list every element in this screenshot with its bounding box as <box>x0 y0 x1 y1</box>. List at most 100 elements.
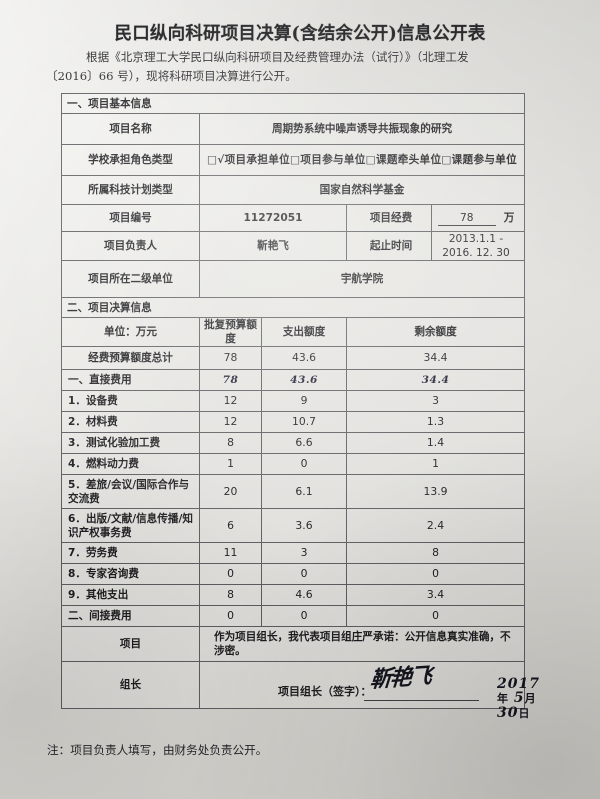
date-day-unit: 日 <box>518 707 530 720</box>
budget-label: 1．设备费 <box>61 390 200 412</box>
commitment-text: 作为项目组长，我代表项目组庄严承诺：公开信息真实准确，不涉密。 <box>199 626 525 662</box>
budget-col-approved: 批复预算额度 <box>199 317 262 347</box>
budget-approved: 78 <box>199 346 262 370</box>
row-project-number: 项目编号 11272051 项目经费 78 万 <box>61 204 525 232</box>
budget-remaining: 3.4 <box>346 584 525 606</box>
date-month: 5 <box>513 690 525 706</box>
period-label: 起止时间 <box>351 232 432 260</box>
section-basic-heading: 一、项目基本信息 <box>61 93 525 114</box>
funding-amount: 78 <box>437 211 496 226</box>
project-number-value: 11272051 <box>199 204 347 232</box>
budget-remaining: 1.3 <box>346 411 525 433</box>
budget-remaining: 34.4 <box>346 346 525 370</box>
budget-approved: 11 <box>199 542 262 564</box>
budget-spent: 10.7 <box>261 411 347 433</box>
role-type-label: 学校承担角色类型 <box>61 144 200 176</box>
budget-label: 5．差旅/会议/国际合作与交流费 <box>61 474 200 509</box>
budget-spent: 0 <box>261 605 347 627</box>
section-budget-heading: 二、项目决算信息 <box>61 297 525 318</box>
budget-remaining: 34.4 <box>346 369 525 391</box>
budget-approved: 12 <box>199 411 262 433</box>
handwritten-signature: 靳艳飞 <box>369 662 431 694</box>
row-principal-investigator: 项目负责人 靳艳飞 起止时间 2013.1.1 - 2016. 12. 30 <box>61 231 525 261</box>
intro-line-1: 根据《北京理工大学民口纵向科研项目及经费管理办法（试行）》（北理工发 <box>86 50 469 64</box>
budget-label: 2．材料费 <box>61 411 200 433</box>
commitment-label-top: 项目 <box>61 626 200 662</box>
budget-row-testing: 3．测试化验加工费 8 6.6 1.4 <box>61 432 525 454</box>
budget-label: 4．燃料动力费 <box>61 453 200 475</box>
commitment-label-bottom: 组长 <box>61 661 200 709</box>
row-project-name: 项目名称 周期势系统中噪声诱导共振现象的研究 <box>61 113 525 145</box>
funding-unit: 万 <box>503 211 515 224</box>
budget-row-consulting: 8．专家咨询费 0 0 0 <box>61 563 525 585</box>
department-value: 宇航学院 <box>199 260 525 298</box>
budget-remaining: 1.4 <box>346 432 525 454</box>
row-role-type: 学校承担角色类型 □√项目承担单位□项目参与单位□课题牵头单位□课题参与单位 <box>61 144 525 176</box>
disclosure-table: 一、项目基本信息 项目名称 周期势系统中噪声诱导共振现象的研究 学校承担角色类型… <box>61 93 539 720</box>
budget-remaining: 0 <box>346 563 525 585</box>
period-value: 2013.1.1 - 2016. 12. 30 <box>442 233 510 259</box>
budget-approved: 0 <box>199 563 262 585</box>
department-label: 项目所在二级单位 <box>61 260 200 298</box>
project-name-value: 周期势系统中噪声诱导共振现象的研究 <box>199 113 525 145</box>
budget-spent: 43.6 <box>261 346 347 370</box>
signature-row: 组长 项目组长（签字）： 靳艳飞 2017年 5月 30日 <box>61 661 539 720</box>
intro-paragraph: 根据《北京理工大学民口纵向科研项目及经费管理办法（试行）》（北理工发 〔2016… <box>46 48 556 85</box>
date-month-unit: 月 <box>524 692 536 705</box>
budget-label: 二、间接费用 <box>61 605 200 627</box>
footer-note: 注：项目负责人填写，由财务处负责公开。 <box>47 743 268 757</box>
handwritten-date: 2017年 5月 30日 <box>497 677 540 721</box>
budget-spent: 4.6 <box>261 584 347 606</box>
budget-col-unit: 单位：万元 <box>61 317 200 347</box>
commitment-statement-row: 项目 作为项目组长，我代表项目组庄严承诺：公开信息真实准确，不涉密。 <box>61 626 525 662</box>
budget-spent: 0 <box>261 453 347 475</box>
funding-cell: 项目经费 78 万 <box>346 204 525 232</box>
budget-spent: 0 <box>261 563 347 585</box>
budget-approved: 12 <box>199 390 262 412</box>
signature-underline <box>364 700 479 701</box>
budget-remaining: 8 <box>346 542 525 564</box>
budget-approved: 1 <box>199 453 262 475</box>
budget-column-header-row: 单位：万元 批复预算额度 支出额度 剩余额度 <box>61 317 525 347</box>
budget-row-travel: 5．差旅/会议/国际合作与交流费 20 6.1 13.9 <box>61 474 525 509</box>
date-year: 2017 <box>497 676 540 692</box>
budget-spent: 6.6 <box>261 432 347 454</box>
program-type-label: 所属科技计划类型 <box>61 175 200 205</box>
budget-approved: 6 <box>199 508 262 543</box>
budget-spent: 43.6 <box>261 369 347 391</box>
budget-row-fuel: 4．燃料动力费 1 0 1 <box>61 453 525 475</box>
budget-col-spent: 支出额度 <box>261 317 347 347</box>
funding-label: 项目经费 <box>351 205 432 231</box>
signature-area[interactable]: 项目组长（签字）： 靳艳飞 2017年 5月 30日 <box>214 662 539 720</box>
budget-col-remaining: 剩余额度 <box>346 317 525 347</box>
budget-remaining: 0 <box>346 605 525 627</box>
row-program-type: 所属科技计划类型 国家自然科学基金 <box>61 175 525 205</box>
budget-approved: 0 <box>199 605 262 627</box>
budget-row-labor: 7．劳务费 11 3 8 <box>61 542 525 564</box>
budget-row-other: 9．其他支出 8 4.6 3.4 <box>61 584 525 606</box>
budget-row-equipment: 1．设备费 12 9 3 <box>61 390 525 412</box>
budget-remaining: 2.4 <box>346 508 525 543</box>
budget-label: 9．其他支出 <box>61 584 200 606</box>
budget-row-direct-cost: 一、直接费用 78 43.6 34.4 <box>61 369 525 391</box>
budget-remaining: 1 <box>346 453 525 475</box>
intro-line-2: 〔2016〕66 号），现将科研项目决算进行公开。 <box>46 68 297 83</box>
budget-row-materials: 2．材料费 12 10.7 1.3 <box>61 411 525 433</box>
page-title: 民口纵向科研项目决算(含结余公开)信息公开表 <box>114 24 486 44</box>
project-number-label: 项目编号 <box>61 204 200 232</box>
program-type-value: 国家自然科学基金 <box>199 175 525 205</box>
budget-row-total: 经费预算额度总计 78 43.6 34.4 <box>61 346 525 370</box>
budget-spent: 9 <box>261 390 347 412</box>
budget-label: 3．测试化验加工费 <box>61 432 200 454</box>
date-year-unit: 年 <box>497 692 508 705</box>
signature-cell[interactable]: 项目组长（签字）： 靳艳飞 2017年 5月 30日 <box>199 661 539 720</box>
row-department: 项目所在二级单位 宇航学院 <box>61 260 525 298</box>
section-basic-header-row: 一、项目基本信息 <box>61 93 525 114</box>
role-type-checkbox-group[interactable]: □√项目承担单位□项目参与单位□课题牵头单位□课题参与单位 <box>199 144 525 176</box>
date-day: 30 <box>497 705 519 721</box>
period-cell: 起止时间 2013.1.1 - 2016. 12. 30 <box>346 231 525 261</box>
budget-approved: 78 <box>199 369 262 391</box>
budget-approved: 8 <box>199 432 262 454</box>
budget-remaining: 3 <box>346 390 525 412</box>
signature-prompt-label: 项目组长（签字）： <box>278 685 372 698</box>
